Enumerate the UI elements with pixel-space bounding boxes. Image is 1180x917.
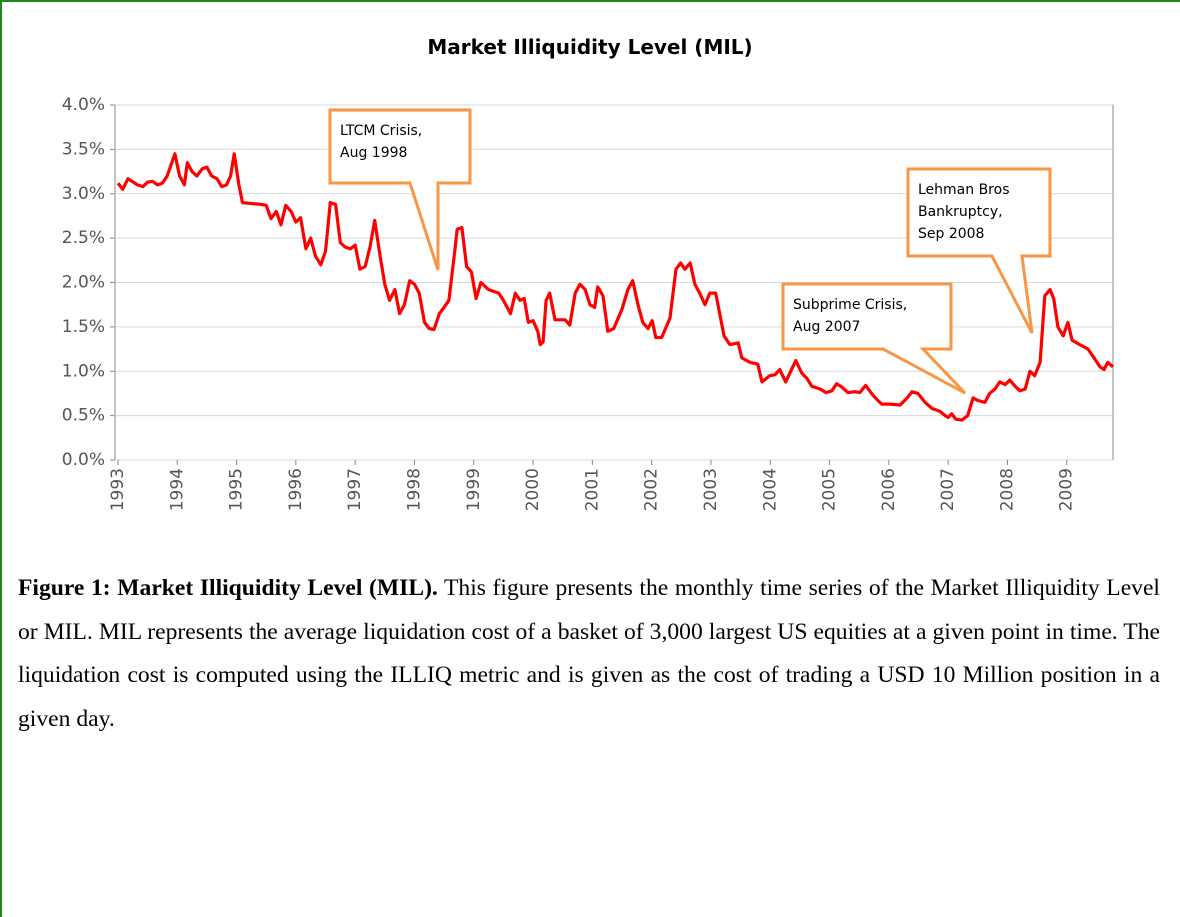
callout: [906, 167, 1052, 334]
y-tick-label: 0.5%: [62, 406, 105, 426]
x-tick-label: 1999: [464, 468, 484, 511]
x-tick-label: 2007: [938, 468, 958, 511]
x-tick-label: 2003: [701, 468, 721, 511]
x-tick-label: 1993: [108, 468, 128, 511]
annotation-text: Bankruptcy,: [918, 204, 1003, 220]
y-tick-label: 3.0%: [62, 184, 105, 204]
x-tick-label: 2002: [642, 468, 662, 511]
x-tick-label: 1997: [345, 468, 365, 511]
data-line: [116, 152, 1115, 422]
x-tick-label: 2004: [760, 468, 780, 511]
y-tick-label: 2.5%: [62, 228, 105, 248]
callout: [328, 108, 472, 271]
x-tick-label: 2006: [879, 468, 899, 511]
figure-caption: Figure 1: Market Illiquidity Level (MIL)…: [18, 567, 1160, 741]
y-tick-label: 2.0%: [62, 273, 105, 293]
x-tick-label: 2001: [582, 468, 602, 511]
caption-label: Figure 1: Market Illiquidity Level (MIL)…: [18, 575, 438, 601]
y-tick-label: 1.0%: [62, 361, 105, 381]
x-tick-label: 2008: [997, 468, 1017, 511]
annotation-text: Subprime Crisis,: [793, 297, 907, 313]
chart-title: Market Illiquidity Level (MIL): [427, 35, 752, 59]
chart: Market Illiquidity Level (MIL) 0.0% 0.5% 1…: [62, 35, 1115, 511]
x-tick-label: 2009: [1057, 468, 1077, 511]
annotation-text: Sep 2008: [918, 226, 984, 242]
x-tick-label: 1996: [286, 468, 306, 511]
y-tick-label: 1.5%: [62, 317, 105, 337]
y-tick-label: 0.0%: [62, 450, 105, 470]
annotation-text: LTCM Crisis,: [340, 123, 422, 139]
annotation-text: Aug 1998: [340, 145, 407, 161]
callout: [781, 282, 967, 395]
x-tick-label: 2005: [820, 468, 840, 511]
x-tick-label: 2000: [523, 468, 543, 511]
x-tick-label: 1995: [227, 468, 247, 511]
y-tick-label: 3.5%: [62, 139, 105, 159]
x-tick-label: 1994: [167, 468, 187, 511]
annotation-text: Aug 2007: [793, 319, 860, 335]
annotation-text: Lehman Bros: [918, 182, 1010, 198]
caption-text: This figure presents the monthly time se…: [18, 575, 1160, 732]
y-tick-label: 4.0%: [62, 95, 105, 115]
x-tick-label: 1998: [404, 468, 424, 511]
